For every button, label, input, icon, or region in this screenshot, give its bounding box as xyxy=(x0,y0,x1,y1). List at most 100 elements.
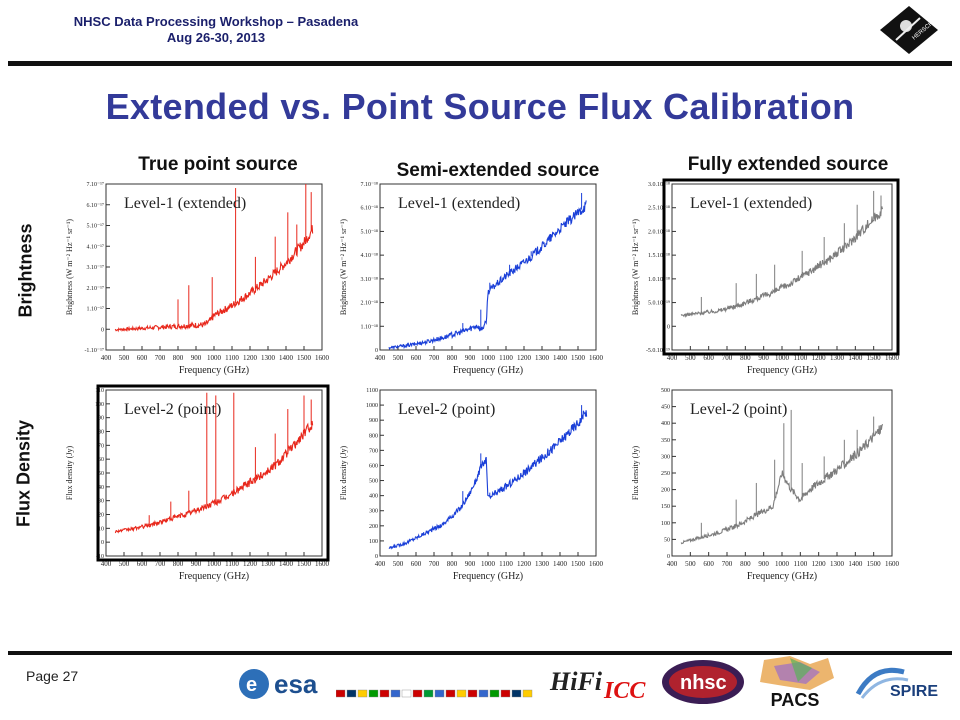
series-line xyxy=(114,225,314,333)
x-axis-label: Frequency (GHz) xyxy=(453,571,523,582)
page-number: Page 27 xyxy=(26,668,79,684)
y-tick-label: 1100 xyxy=(366,388,378,394)
column-title-extended: Fully extended source xyxy=(687,154,889,175)
series-line xyxy=(680,423,884,545)
x-tick-label: 500 xyxy=(119,354,130,362)
y-tick-label: -10 xyxy=(96,554,104,560)
x-axis-label: Frequency (GHz) xyxy=(747,571,817,582)
spire-logo: SPIRE xyxy=(850,660,950,704)
y-tick-label: 4.10⁻¹⁷ xyxy=(86,244,104,250)
plot-extended-flux: 400 500 600 700 800 900 1000 1100 1200 1300 1400 15… xyxy=(628,384,900,584)
x-tick-label: 500 xyxy=(685,560,696,568)
y-tick-label: 60 xyxy=(98,457,104,463)
workshop-header: NHSC Data Processing Workshop – Pasadena… xyxy=(60,14,372,46)
plot-level-label: Level-2 (point) xyxy=(690,401,787,418)
x-tick-label: 900 xyxy=(758,354,769,362)
x-tick-label: 1300 xyxy=(535,560,550,568)
y-tick-label: 1.5.10⁻¹⁸ xyxy=(648,253,670,259)
x-tick-label: 1000 xyxy=(481,354,496,362)
x-tick-label: 1600 xyxy=(589,560,604,568)
x-tick-label: 800 xyxy=(173,560,184,568)
flag-icon xyxy=(489,689,500,698)
flag-icon xyxy=(522,689,533,698)
flag-icon xyxy=(445,689,456,698)
x-tick-label: 1500 xyxy=(297,560,312,568)
x-tick-label: 1200 xyxy=(812,560,827,568)
plot-semi-flux: 400 500 600 700 800 900 1000 1100 1200 1300 1400 15… xyxy=(336,384,604,584)
y-tick-label: 200 xyxy=(369,524,378,530)
x-tick-label: 600 xyxy=(703,354,714,362)
x-tick-label: 1000 xyxy=(207,354,222,362)
y-tick-label: 2.5.10⁻¹⁸ xyxy=(648,206,670,212)
flag-icon xyxy=(511,689,522,698)
chart-svg: 400 500 600 700 800 900 1000 1100 1200 1300 1400 15… xyxy=(62,178,330,378)
herschel-logo: HERSCHEL xyxy=(880,6,941,54)
plot-level-label: Level-1 (extended) xyxy=(398,195,520,212)
x-tick-label: 1100 xyxy=(793,354,807,362)
y-tick-label: 0 xyxy=(375,348,378,354)
y-tick-label: 800 xyxy=(369,433,378,439)
x-tick-label: 1100 xyxy=(499,354,513,362)
x-tick-label: 900 xyxy=(191,560,202,568)
y-tick-label: 100 xyxy=(661,521,670,527)
plot-level-label: Level-1 (extended) xyxy=(124,195,246,212)
plot-point-brightness: 400 500 600 700 800 900 1000 1100 1200 1300 1400 15… xyxy=(62,178,330,378)
x-tick-label: 1200 xyxy=(243,354,258,362)
y-tick-label: 900 xyxy=(369,418,378,424)
y-tick-label: 1.10⁻¹⁷ xyxy=(86,307,104,313)
x-tick-label: 600 xyxy=(137,354,148,362)
header-divider xyxy=(8,61,952,66)
x-tick-label: 400 xyxy=(101,354,112,362)
y-axis-label: Flux density (Jy) xyxy=(339,446,348,501)
x-tick-label: 400 xyxy=(667,560,678,568)
svg-text:nhsc: nhsc xyxy=(680,672,727,694)
flag-icon xyxy=(368,689,379,698)
plot-semi-brightness: 400 500 600 700 800 900 1000 1100 1200 1300 1400 15… xyxy=(336,178,604,378)
y-tick-label: 1000 xyxy=(366,403,378,409)
y-tick-label: 0 xyxy=(375,554,378,560)
y-tick-label: 70 xyxy=(98,443,104,449)
x-tick-label: 1500 xyxy=(571,560,586,568)
chart-svg: 400 500 600 700 800 900 1000 1100 1200 1300 1400 15… xyxy=(628,178,900,378)
x-tick-label: 1300 xyxy=(830,354,845,362)
plot-level-label: Level-1 (extended) xyxy=(690,195,812,212)
x-tick-label: 500 xyxy=(119,560,130,568)
series-line xyxy=(388,200,587,351)
x-tick-label: 1500 xyxy=(867,560,882,568)
flag-icon xyxy=(379,689,390,698)
x-tick-label: 1000 xyxy=(775,560,790,568)
x-tick-label: 900 xyxy=(465,560,476,568)
y-tick-label: 7.10⁻¹⁷ xyxy=(86,182,104,188)
y-tick-label: 500 xyxy=(369,479,378,485)
x-tick-label: 1300 xyxy=(535,354,550,362)
footer-divider xyxy=(8,651,952,655)
x-axis-label: Frequency (GHz) xyxy=(453,365,523,376)
highlight-box xyxy=(662,178,900,356)
y-tick-label: 1.0.10⁻¹⁸ xyxy=(648,277,670,283)
x-axis-label: Frequency (GHz) xyxy=(179,365,249,376)
x-tick-label: 1600 xyxy=(315,560,330,568)
x-tick-label: 1600 xyxy=(885,354,900,362)
y-tick-label: 200 xyxy=(661,488,670,494)
x-tick-label: 700 xyxy=(429,560,440,568)
highlight-box xyxy=(96,384,330,562)
plot-level-label: Level-2 (point) xyxy=(398,401,495,418)
y-tick-label: 3.0.10⁻¹⁸ xyxy=(648,182,670,188)
x-tick-label: 700 xyxy=(429,354,440,362)
y-tick-label: 5.0.10⁻¹⁹ xyxy=(648,301,670,307)
y-tick-label: -1.10⁻¹⁷ xyxy=(84,348,104,354)
y-axis-label: Flux density (Jy) xyxy=(65,446,74,501)
x-tick-label: 1200 xyxy=(517,354,532,362)
y-tick-label: 4.10⁻¹⁸ xyxy=(360,253,378,259)
x-tick-label: 1500 xyxy=(297,354,312,362)
y-tick-label: 300 xyxy=(369,509,378,515)
y-tick-label: 6.10⁻¹⁸ xyxy=(360,206,378,212)
flag-icon xyxy=(500,689,511,698)
x-tick-label: 400 xyxy=(667,354,678,362)
y-axis-label: Flux density (Jy) xyxy=(631,446,640,501)
x-tick-label: 900 xyxy=(465,354,476,362)
x-tick-label: 700 xyxy=(155,560,166,568)
x-tick-label: 1600 xyxy=(589,354,604,362)
row-label-flux-density: Flux Density xyxy=(13,419,34,528)
flag-icon xyxy=(434,689,445,698)
